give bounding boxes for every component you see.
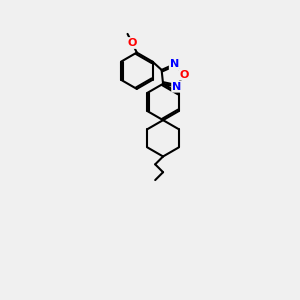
Text: N: N [170,59,179,69]
Text: O: O [128,38,137,48]
Text: N: N [172,82,182,92]
Text: O: O [179,70,188,80]
